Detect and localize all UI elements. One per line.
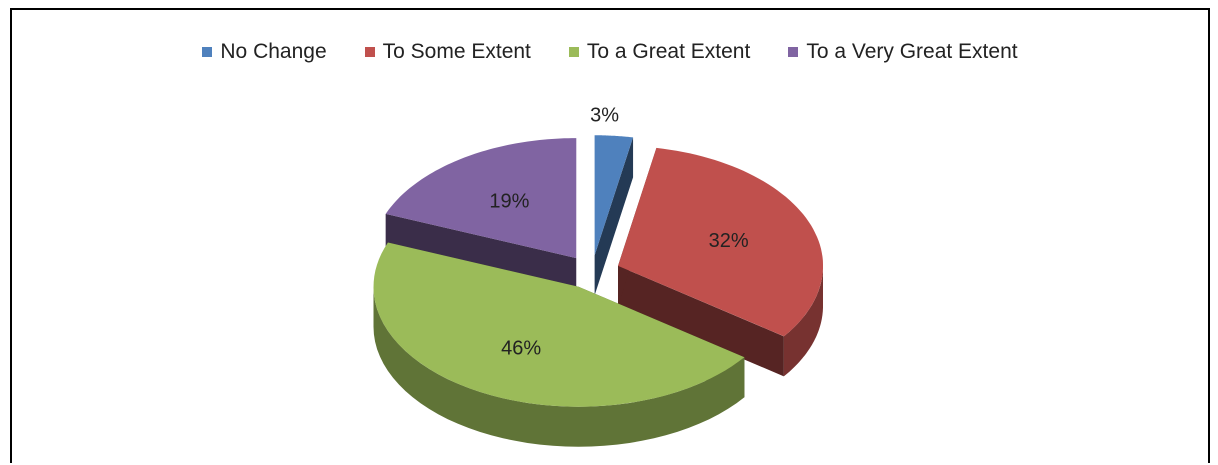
- pie-slice-to-a-great-extent: [373, 242, 745, 447]
- data-label-to-some-extent: 32%: [709, 230, 749, 252]
- pie-slice-top-no-change: [594, 135, 633, 256]
- legend-swatch-to-a-very-great-extent: [788, 47, 799, 57]
- data-label-to-a-very-great-extent: 19%: [489, 191, 529, 213]
- pie-slice-no-change: [594, 135, 634, 296]
- legend-label-to-some-extent: To Some Extent: [382, 40, 531, 63]
- legend-item-to-a-great-extent: To a Great Extent: [568, 40, 751, 64]
- legend-item-to-some-extent: To Some Extent: [364, 40, 531, 64]
- legend-item-no-change: No Change: [202, 40, 327, 64]
- data-label-to-a-great-extent: 46%: [501, 338, 541, 360]
- pie-slice-top-to-a-very-great-extent: [385, 138, 577, 259]
- pie-slice-cut-end-to-some-extent: [618, 265, 784, 377]
- pie-slice-cut-end-no-change: [594, 137, 634, 296]
- legend-label-to-a-very-great-extent: To a Very Great Extent: [806, 40, 1018, 63]
- legend-label-to-a-great-extent: To a Great Extent: [586, 40, 751, 63]
- pie-slice-top-to-a-great-extent: [373, 242, 745, 407]
- pie-chart: 3% 32% 46% 19%: [373, 104, 823, 447]
- legend-swatch-no-change: [202, 47, 213, 57]
- pie-slice-to-some-extent: [618, 147, 823, 377]
- legend-item-to-a-very-great-extent: To a Very Great Extent: [788, 40, 1018, 64]
- legend-label-no-change: No Change: [220, 40, 327, 63]
- legend-swatch-to-a-great-extent: [568, 47, 579, 57]
- legend: No Change To Some Extent To a Great Exte…: [12, 40, 1208, 64]
- pie-slice-side-to-a-great-extent: [373, 286, 745, 447]
- pie-slice-top-to-some-extent: [618, 147, 823, 337]
- pie-slice-side-to-some-extent: [783, 265, 823, 377]
- legend-swatch-to-some-extent: [364, 47, 375, 57]
- data-label-no-change: 3%: [590, 104, 619, 126]
- chart-frame: No Change To Some Extent To a Great Exte…: [10, 8, 1210, 463]
